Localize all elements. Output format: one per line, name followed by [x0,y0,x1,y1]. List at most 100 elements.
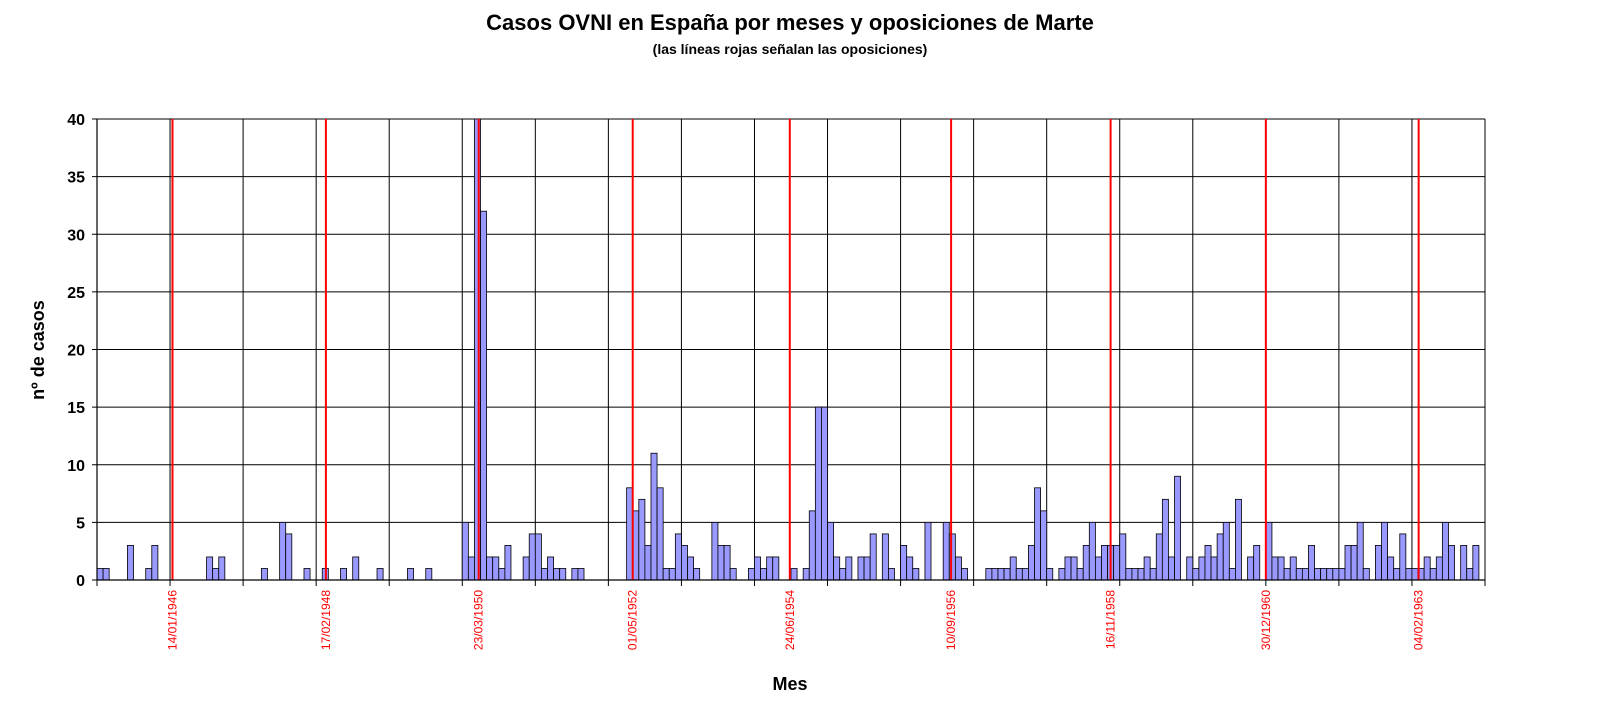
y-tick-label: 5 [76,515,85,532]
bar [900,545,908,581]
bar [1064,556,1072,581]
bar [845,556,853,581]
bar [1009,556,1017,581]
bar [863,556,871,581]
bar [1125,568,1133,581]
bar [1137,568,1145,581]
opposition-label: 01/05/1952 [626,590,640,650]
bar [954,556,962,581]
bar [1429,568,1437,581]
bar [1076,568,1084,581]
bar [1283,568,1291,581]
bar [1277,556,1285,581]
bar [1289,556,1297,581]
bar [888,568,895,581]
bar [1338,568,1346,581]
bar [1448,545,1455,581]
y-tick-label: 30 [67,227,85,244]
bar [425,568,433,581]
y-tick-label: 20 [67,343,85,360]
bar [1015,568,1023,581]
bar [1375,545,1382,581]
bar [924,521,932,581]
bar [1021,568,1029,581]
bar [486,556,494,581]
bar [991,568,999,581]
opposition-label: 30/12/1960 [1259,590,1273,650]
bar [772,556,780,581]
bar [303,568,311,581]
bar [1472,545,1480,581]
bar [656,487,664,581]
bar [1210,556,1218,581]
bar [1161,498,1169,581]
bar [1003,568,1011,581]
bar [808,510,816,581]
bar [1131,568,1139,581]
bar [541,568,548,581]
opposition-label: 17/02/1948 [319,590,333,650]
bar [1088,521,1096,581]
bar [1253,545,1261,581]
bar [206,556,214,581]
bar [747,568,755,581]
bar [1356,521,1364,581]
bar [766,556,774,581]
bar [559,568,567,581]
bar [827,521,835,581]
bar [693,568,701,581]
bar [1411,568,1419,581]
bar [638,498,646,581]
bar [754,556,761,581]
bar [729,568,737,581]
bar [1155,533,1163,581]
bar [279,521,287,581]
y-tick-label: 40 [67,112,85,129]
y-tick-label: 0 [76,573,85,590]
bar [1393,568,1401,581]
bar [1192,568,1200,581]
bar [340,568,347,581]
y-tick-label: 15 [67,400,85,417]
bar [1320,568,1328,581]
bar [102,568,110,581]
bar [1101,545,1108,581]
bar [1046,568,1054,581]
y-tick-label: 35 [67,170,85,187]
bar [547,556,554,581]
bar [723,545,731,581]
bar [127,545,134,581]
opposition-label: 23/03/1950 [472,590,486,650]
bar [1326,568,1334,581]
bar [498,568,506,581]
bar [553,568,561,581]
bar [1119,533,1127,581]
bar [1301,568,1309,581]
bar [681,545,688,581]
bar [1441,521,1449,581]
bar [1314,568,1322,581]
bar [1435,556,1443,581]
opposition-label: 24/06/1954 [783,590,797,650]
bar [1405,568,1413,581]
bar [1216,533,1224,581]
bar [1186,556,1194,581]
bar [1222,521,1230,581]
bar [839,568,847,581]
bar [1387,556,1395,581]
bar [1362,568,1370,581]
x-axis-label: Mes [772,674,807,694]
opposition-label: 04/02/1963 [1412,590,1426,650]
bar [407,568,414,581]
opposition-label: 10/09/1956 [944,590,958,650]
bar [985,568,993,581]
bar [644,545,652,581]
chart-subtitle: (las líneas rojas señalan las oposicione… [653,41,928,57]
bar [821,406,828,581]
y-tick-label: 25 [67,285,85,302]
bar [522,556,530,581]
bar [1466,568,1474,581]
bar [760,568,768,581]
bar [687,556,694,581]
bar [802,568,810,581]
